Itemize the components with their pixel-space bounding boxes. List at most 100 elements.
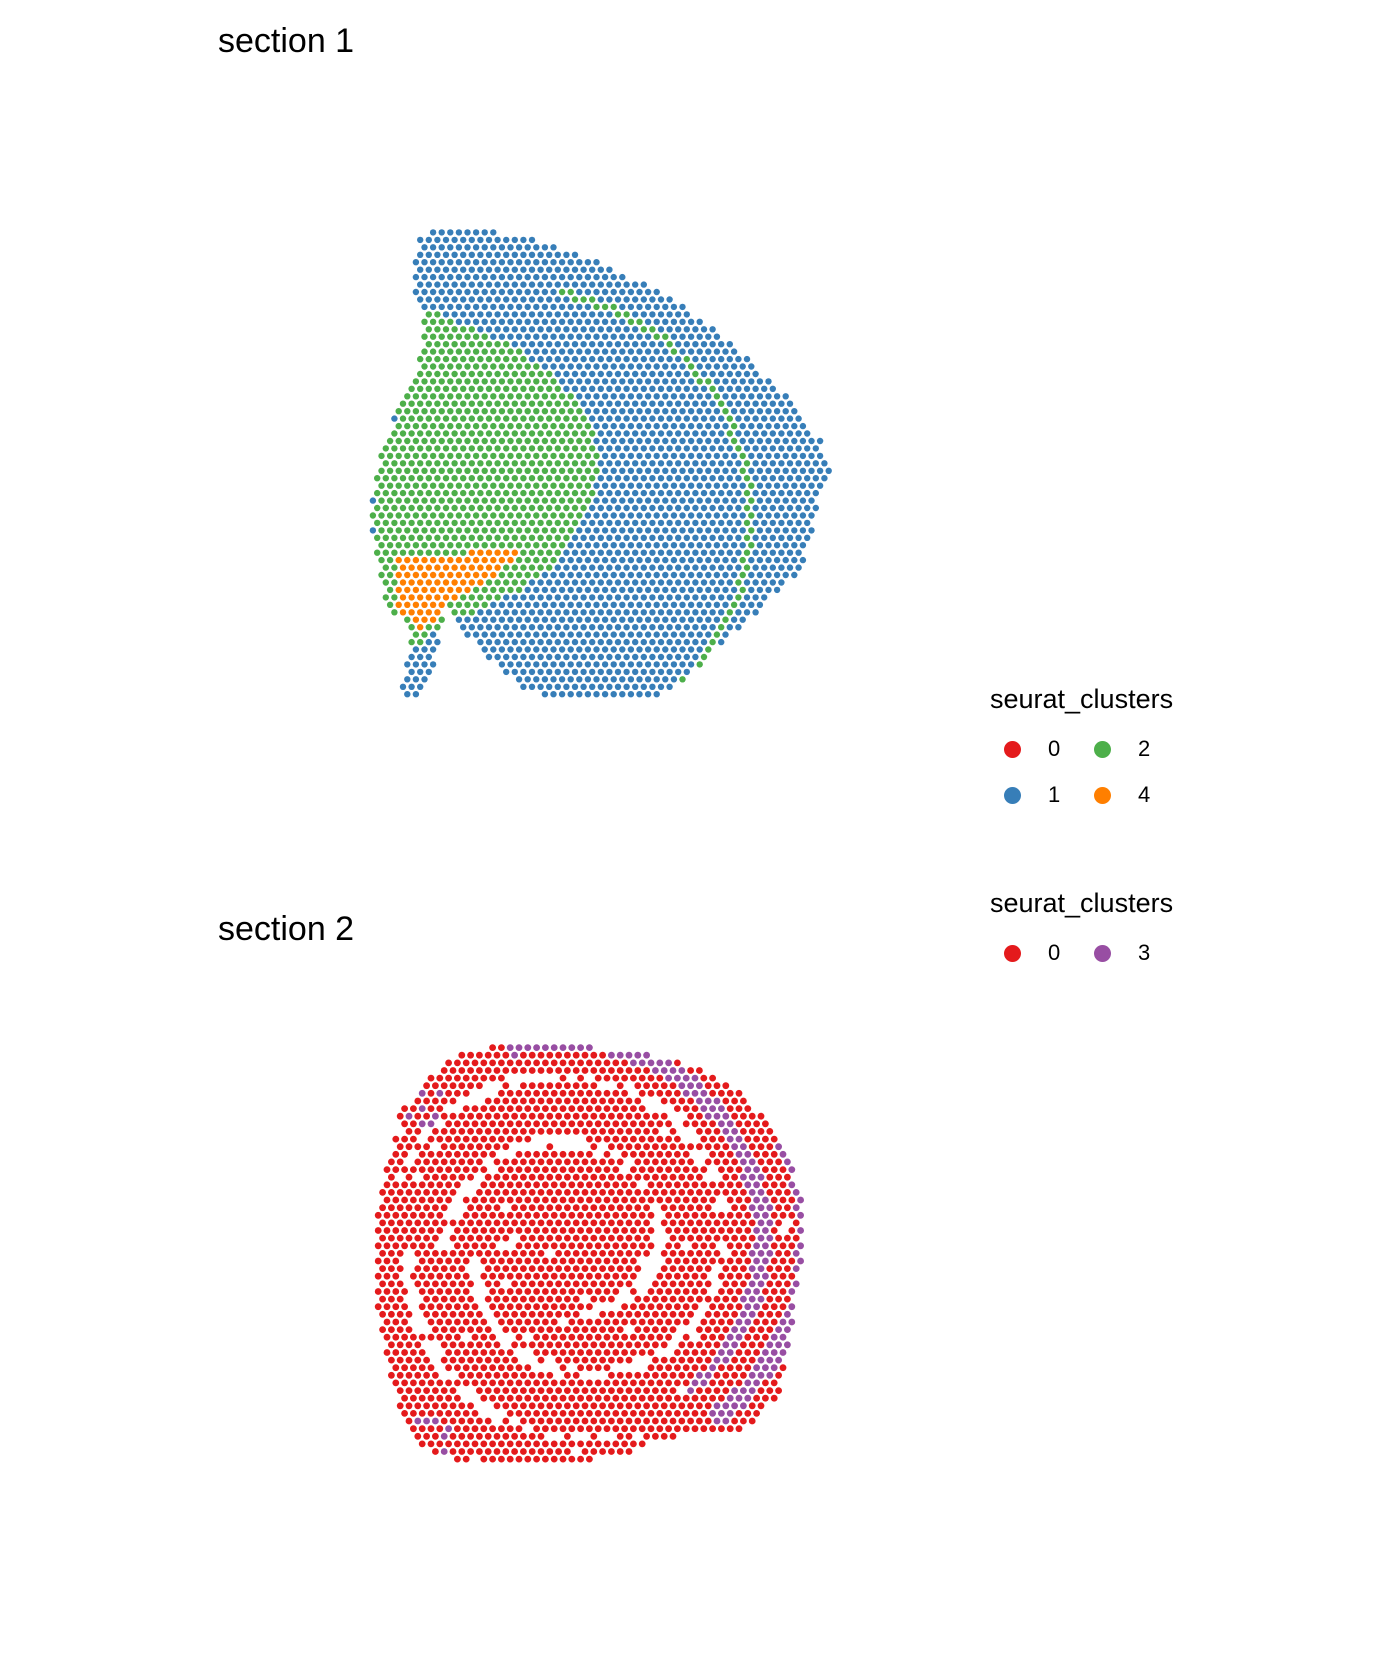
- spot: [606, 371, 612, 377]
- spot: [612, 1273, 619, 1280]
- spot: [436, 1303, 443, 1310]
- spot: [507, 1425, 514, 1432]
- spot: [718, 1105, 725, 1112]
- spot: [426, 252, 432, 258]
- spot: [641, 341, 647, 347]
- spot: [432, 1418, 439, 1425]
- spot: [665, 1136, 672, 1143]
- spot: [406, 1174, 413, 1181]
- spot: [753, 1166, 760, 1173]
- spot: [606, 624, 612, 630]
- spot: [611, 646, 617, 652]
- spot: [441, 1159, 448, 1166]
- spot: [503, 252, 509, 258]
- spot: [436, 1166, 443, 1173]
- spot: [473, 319, 479, 325]
- spot: [472, 1319, 479, 1326]
- spot: [520, 535, 526, 541]
- spot: [454, 1258, 461, 1265]
- spot: [736, 1273, 743, 1280]
- spot: [678, 1174, 685, 1181]
- spot: [692, 1349, 699, 1356]
- spot: [421, 557, 427, 563]
- spot: [400, 415, 406, 421]
- spot: [714, 1311, 721, 1318]
- spot: [619, 348, 625, 354]
- spot: [542, 1334, 549, 1341]
- spot: [731, 1402, 738, 1409]
- spot: [626, 1128, 633, 1135]
- spot: [494, 1448, 501, 1455]
- spot: [744, 401, 750, 407]
- spot: [621, 1105, 628, 1112]
- spot: [388, 1204, 395, 1211]
- spot: [671, 468, 677, 474]
- spot: [684, 564, 690, 570]
- spot: [392, 1242, 399, 1249]
- spot: [632, 490, 638, 496]
- spot: [573, 1265, 580, 1272]
- spot: [688, 378, 694, 384]
- spot: [762, 1166, 769, 1173]
- spot: [447, 483, 453, 489]
- spot: [503, 624, 509, 630]
- spot: [451, 252, 457, 258]
- spot: [645, 512, 651, 518]
- spot: [443, 326, 449, 332]
- spot: [494, 1128, 501, 1135]
- spot: [546, 669, 552, 675]
- spot: [564, 1220, 571, 1227]
- spot: [480, 1181, 487, 1188]
- spot: [559, 319, 565, 325]
- spot: [661, 1204, 668, 1211]
- spot: [753, 1136, 760, 1143]
- spot: [612, 1334, 619, 1341]
- spot: [821, 475, 827, 481]
- spot: [460, 386, 466, 392]
- spot: [701, 415, 707, 421]
- spot: [388, 1250, 395, 1257]
- spot: [744, 1364, 751, 1371]
- spot: [808, 497, 814, 503]
- spot: [503, 475, 509, 481]
- spot: [632, 460, 638, 466]
- spot: [630, 1395, 637, 1402]
- spot: [775, 1220, 782, 1227]
- spot: [778, 460, 784, 466]
- spot: [661, 1341, 668, 1348]
- spot: [666, 445, 672, 451]
- spot: [780, 1319, 787, 1326]
- spot: [498, 1197, 505, 1204]
- spot: [623, 594, 629, 600]
- spot: [795, 535, 801, 541]
- spot: [675, 550, 681, 556]
- spot: [464, 378, 470, 384]
- spot: [460, 356, 466, 362]
- spot: [489, 1456, 496, 1463]
- spot: [645, 661, 651, 667]
- spot: [551, 1181, 558, 1188]
- spot: [709, 594, 715, 600]
- spot: [516, 1334, 523, 1341]
- spot: [441, 1189, 448, 1196]
- spot: [472, 1212, 479, 1219]
- spot: [611, 438, 617, 444]
- spot: [391, 430, 397, 436]
- spot: [559, 676, 565, 682]
- spot: [666, 415, 672, 421]
- spot: [740, 542, 746, 548]
- spot: [559, 557, 565, 563]
- spot: [722, 1341, 729, 1348]
- spot: [662, 676, 668, 682]
- spot: [709, 520, 715, 526]
- spot: [502, 1418, 509, 1425]
- spot: [443, 445, 449, 451]
- spot: [538, 1082, 545, 1089]
- spot: [499, 483, 505, 489]
- spot: [410, 1120, 417, 1127]
- spot: [473, 304, 479, 310]
- spot: [586, 1273, 593, 1280]
- spot: [485, 1128, 492, 1135]
- spot: [813, 490, 819, 496]
- spot: [580, 669, 586, 675]
